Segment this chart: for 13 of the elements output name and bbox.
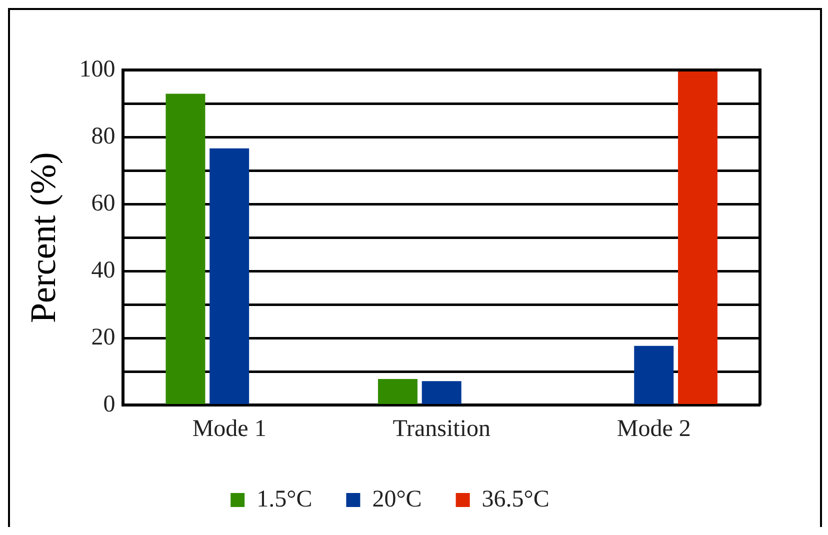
x-tick-label: Transition [392,416,491,442]
y-axis-title: Percent (%) [23,152,64,324]
y-tick-label: 0 [103,391,116,418]
legend-label: 20°C [372,486,422,512]
legend-label: 1.5°C [256,486,312,512]
y-tick-label: 40 [91,257,116,284]
y-tick-label: 20 [91,324,116,350]
legend-label: 36.5°C [482,486,550,512]
x-tick-label: Mode 2 [616,416,691,442]
y-tick-label: 80 [91,123,116,150]
y-tick-label: 60 [91,190,116,216]
y-tick-label: 100 [79,56,116,82]
x-tick-label: Mode 1 [192,416,266,442]
